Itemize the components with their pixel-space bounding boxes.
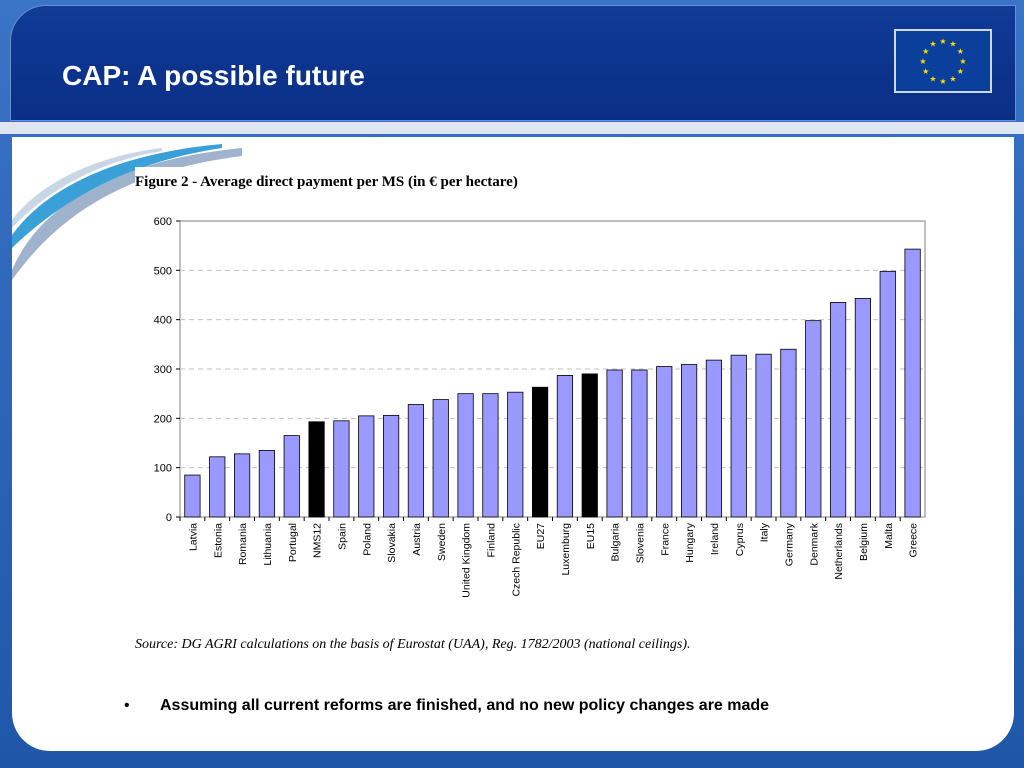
x-tick-label: United Kingdom	[461, 523, 473, 598]
figure-source: Source: DG AGRI calculations on the basi…	[135, 637, 691, 652]
bar-finland	[482, 393, 499, 518]
bar-luxemburg	[556, 375, 574, 518]
bar-denmark	[805, 320, 822, 518]
x-tick-label: Hungary	[684, 522, 696, 562]
x-tick-label: Greece	[908, 523, 920, 558]
x-tick-label: Malta	[883, 523, 895, 549]
x-tick-label: Netherlands	[833, 523, 845, 580]
bar-lithuania	[258, 449, 276, 518]
bar-czech-republic	[507, 391, 524, 518]
bar-slovakia	[382, 414, 400, 518]
x-tick-label: NMS12	[312, 523, 324, 558]
bar-austria	[407, 404, 425, 518]
figure-title: Figure 2 - Average direct payment per MS…	[135, 174, 518, 190]
bar-estonia	[209, 456, 226, 518]
flag-star-icon: ★	[922, 67, 929, 76]
bar-italy	[755, 353, 772, 518]
x-tick-label: EU27	[535, 523, 547, 549]
decorative-swoosh	[12, 144, 242, 280]
bar-eu27	[531, 386, 549, 518]
x-tick-label: Estonia	[212, 523, 224, 558]
y-tick-label: 600	[154, 216, 172, 228]
y-tick-label: 0	[166, 512, 172, 524]
flag-star-icon: ★	[959, 57, 966, 66]
slide-title: CAP: A possible future	[62, 60, 365, 91]
flag-star-icon: ★	[939, 37, 946, 46]
x-tick-label: Romania	[237, 523, 249, 565]
y-tick-label: 500	[154, 265, 172, 277]
flag-star-icon: ★	[949, 40, 956, 49]
flag-star-icon: ★	[929, 40, 936, 49]
y-tick-label: 200	[154, 413, 172, 425]
x-tick-label: Sweden	[436, 523, 448, 561]
bar-eu15	[581, 373, 598, 518]
flag-star-icon: ★	[919, 57, 926, 66]
y-tick-label: 100	[154, 463, 172, 475]
x-tick-label: Poland	[361, 523, 373, 556]
x-tick-label: Belgium	[858, 523, 870, 561]
bar-france	[656, 366, 673, 518]
bar-germany	[780, 348, 797, 518]
header-bar	[10, 5, 1016, 121]
flag-star-icon: ★	[929, 74, 936, 83]
bar-cyprus	[730, 354, 747, 518]
x-tick-label: Ireland	[709, 523, 721, 555]
bar-spain	[333, 420, 350, 518]
x-tick-label: France	[659, 523, 671, 556]
x-tick-label: Finland	[485, 523, 497, 558]
x-tick-label: Lithuania	[262, 523, 274, 566]
x-tick-label: Cyprus	[734, 523, 746, 556]
bullet-icon: •	[124, 697, 130, 714]
bar-portugal	[283, 435, 300, 518]
bar-slovenia	[631, 369, 648, 518]
flag-star-icon: ★	[957, 67, 964, 76]
x-tick-label: Latvia	[187, 523, 199, 551]
bar-bulgaria	[606, 369, 623, 518]
x-tick-label: Czech Republic	[510, 523, 522, 597]
x-tick-label: Slovenia	[634, 523, 646, 563]
eu-flag-icon: ★ ★ ★ ★ ★ ★ ★ ★ ★ ★ ★ ★	[894, 29, 992, 93]
bar-belgium	[854, 298, 872, 518]
bullet-text: Assuming all current reforms are finishe…	[160, 697, 770, 714]
bar-netherlands	[829, 302, 847, 518]
y-tick-label: 400	[154, 315, 172, 327]
y-tick-label: 300	[154, 364, 172, 376]
x-tick-label: Luxemburg	[560, 523, 572, 576]
x-tick-label: EU15	[585, 523, 597, 549]
bar-romania	[233, 453, 251, 518]
x-tick-label: Italy	[759, 522, 771, 542]
bar-nms12	[308, 421, 325, 518]
bar-greece	[904, 248, 921, 518]
bar-sweden	[432, 399, 449, 518]
bar-poland	[358, 415, 375, 518]
header-divider	[0, 122, 1024, 134]
x-tick-label: Portugal	[287, 523, 299, 562]
flag-star-icon: ★	[922, 47, 929, 56]
x-tick-label: Slovakia	[386, 523, 398, 563]
x-tick-label: Germany	[783, 522, 795, 566]
flag-star-icon: ★	[939, 77, 946, 86]
bar-ireland	[705, 359, 723, 518]
flag-star-icon: ★	[957, 47, 964, 56]
flag-star-icon: ★	[949, 74, 956, 83]
x-tick-label: Austria	[411, 523, 423, 556]
bar-malta	[879, 270, 896, 518]
bar-chart: 0 100 200 300 400 500 600 Latvia Estonia Romania…	[154, 216, 926, 598]
x-tick-label: Spain	[336, 523, 348, 550]
x-tick-label: Denmark	[808, 522, 820, 565]
x-tick-label: Bulgaria	[610, 523, 622, 562]
bar-hungary	[680, 364, 698, 518]
bar-united-kingdom	[457, 393, 474, 518]
bar-latvia	[184, 474, 201, 518]
